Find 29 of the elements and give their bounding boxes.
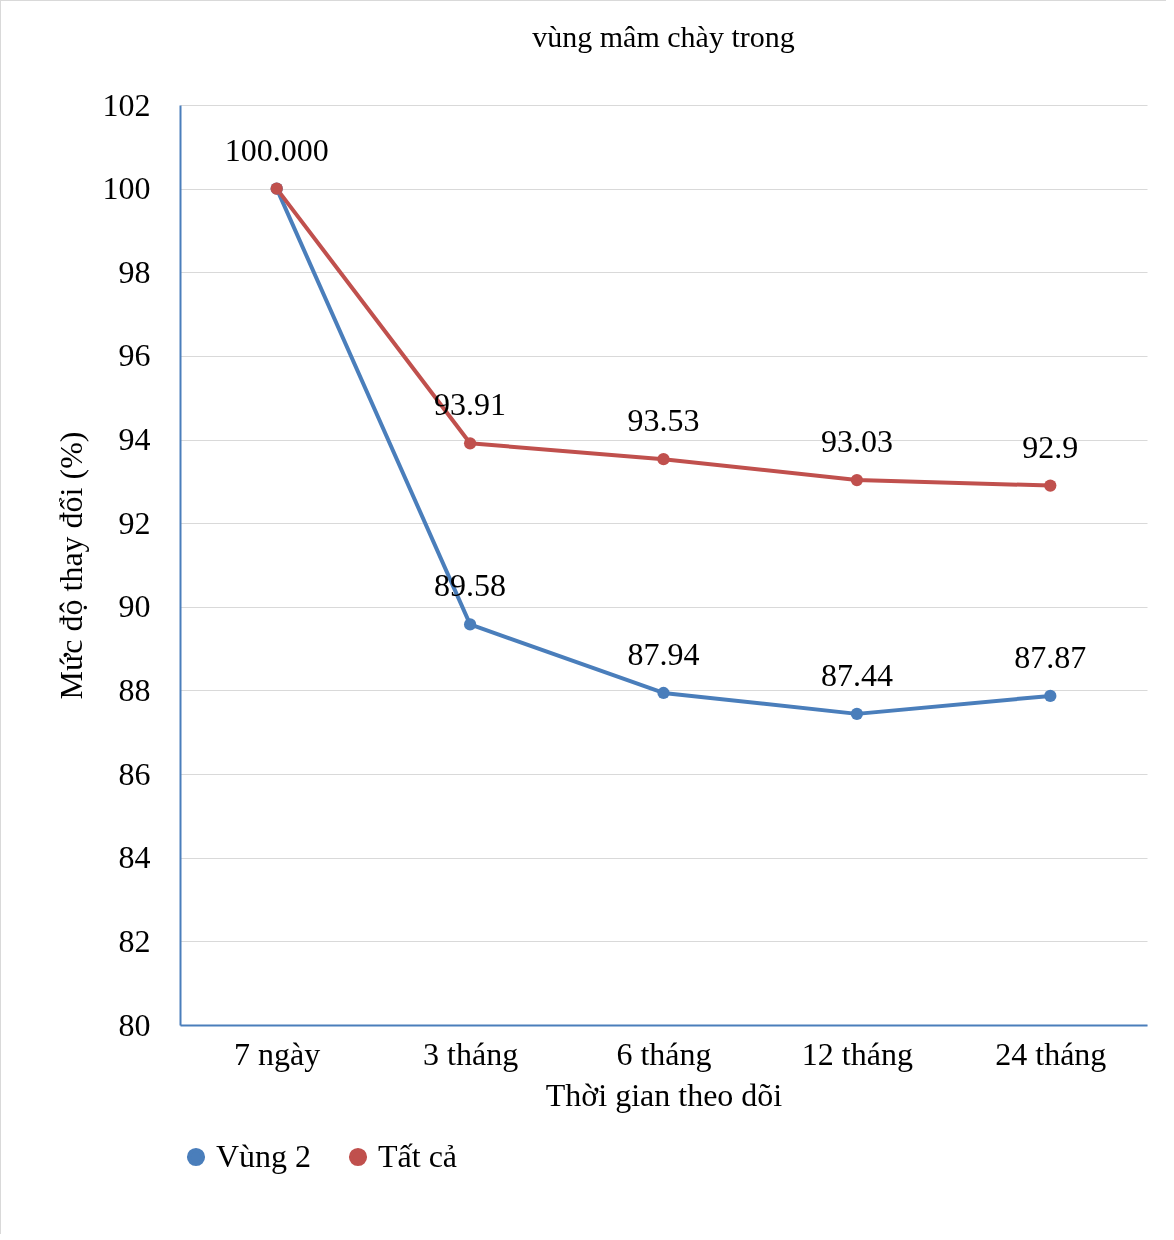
y-tick-label: 100 — [102, 170, 151, 207]
y-tick-label: 102 — [102, 86, 151, 123]
data-label: 87.94 — [627, 635, 700, 672]
x-tick-label: 6 tháng — [616, 1035, 712, 1072]
data-label: 93.03 — [820, 423, 893, 460]
y-tick-label: 88 — [118, 671, 151, 708]
data-label: 92.9 — [1022, 428, 1079, 465]
legend-label: Vùng 2 — [216, 1138, 312, 1174]
x-tick-label: 24 tháng — [995, 1035, 1107, 1072]
y-tick-label: 80 — [118, 1006, 151, 1043]
legend-label: Tất cả — [378, 1138, 458, 1174]
y-tick-label: 98 — [118, 253, 151, 290]
y-tick-label: 86 — [118, 755, 151, 792]
y-tick-label: 82 — [118, 922, 151, 959]
x-tick-label: 12 tháng — [801, 1035, 913, 1072]
data-label: 93.53 — [627, 402, 700, 439]
data-label: 87.87 — [1014, 638, 1087, 675]
y-tick-label: 92 — [118, 504, 151, 541]
y-tick-label: 90 — [118, 588, 151, 625]
x-axis-title: Thời gian theo dõi — [545, 1076, 783, 1113]
y-tick-label: 84 — [118, 839, 151, 876]
data-label: 87.44 — [820, 656, 893, 693]
y-axis-title: Mức độ thay đổi (%) — [52, 431, 89, 700]
data-label: 100.000 — [224, 131, 329, 168]
y-tick-label: 96 — [118, 337, 151, 374]
chart-title: vùng mâm chày trong — [532, 20, 795, 53]
x-tick-label: 3 tháng — [423, 1035, 519, 1072]
y-tick-label: 94 — [118, 421, 151, 458]
x-tick-label: 7 ngày — [234, 1035, 321, 1072]
